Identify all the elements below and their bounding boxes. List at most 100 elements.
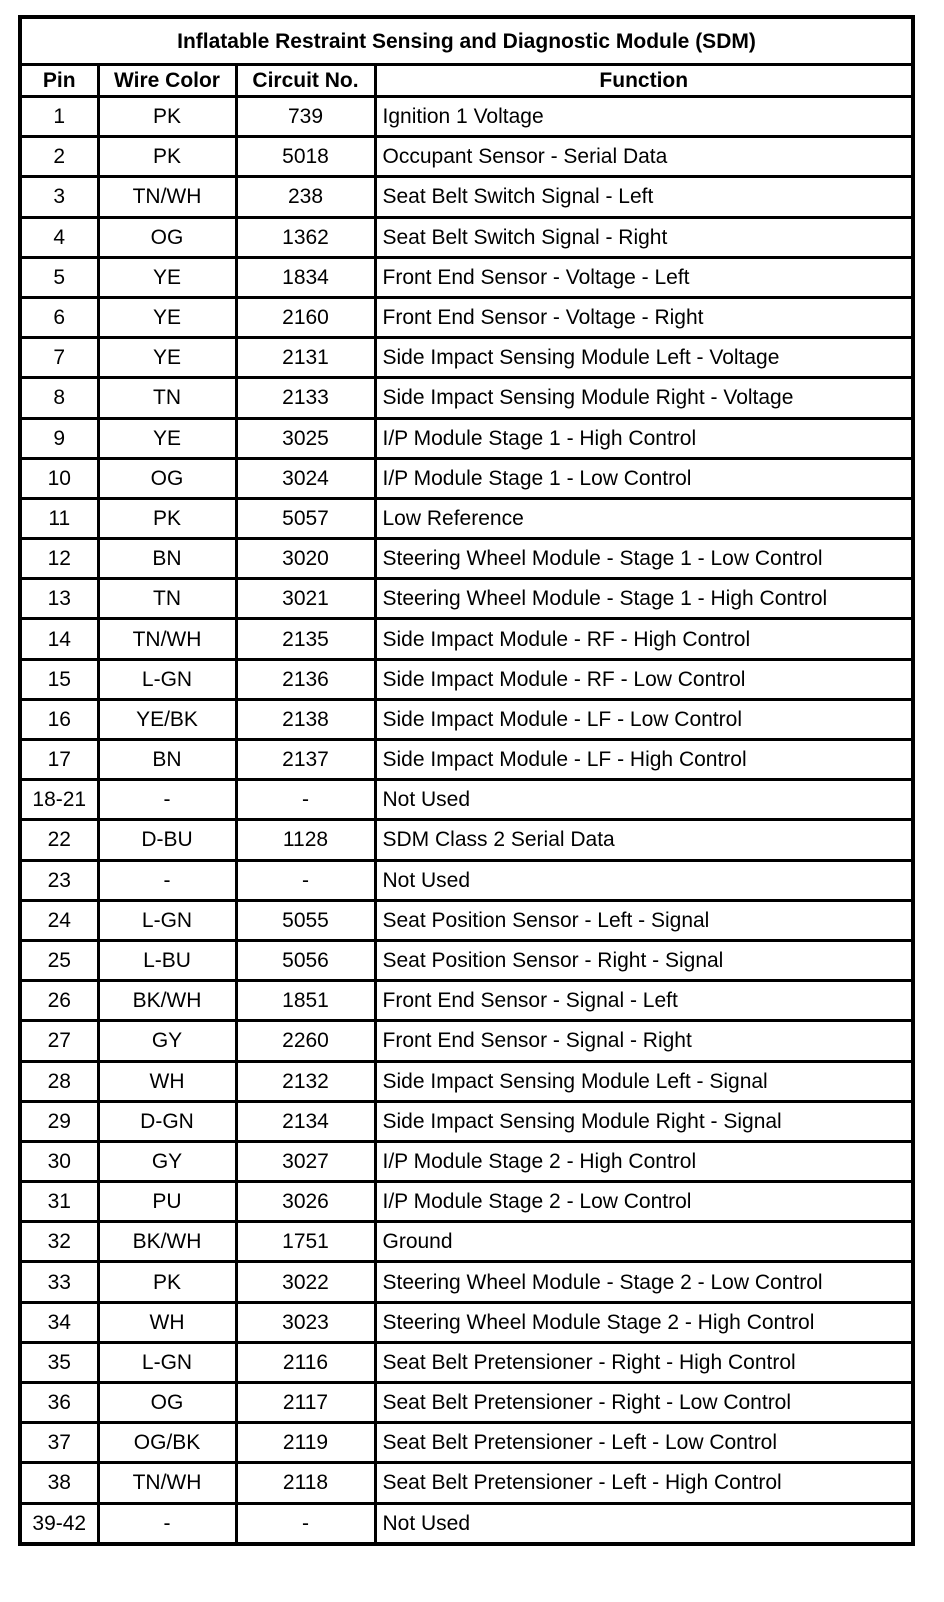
circuit-no-cell: 2118 [234,1461,377,1505]
function-cell: Side Impact Sensing Module Left - Voltag… [373,336,915,380]
function-cell: Seat Position Sensor - Right - Signal [373,938,915,983]
wire-color-cell: L-GN [96,1340,238,1385]
wire-color-cell: WH [96,1300,238,1344]
function-cell: Seat Belt Pretensioner - Right - Low Con… [373,1380,915,1425]
pin-cell: 14 [18,617,100,661]
table-row: 29 D-GN 2134 Side Impact Sensing Module Rig… [18,1099,915,1143]
table-row: 9 YE 3025 I/P Module Stage 1 - High Control [18,416,915,460]
pin-cell: 2 [18,135,100,179]
table-row: 4 OG 1362 Seat Belt Switch Signal - Right [18,215,915,259]
function-cell: Occupant Sensor - Serial Data [373,135,915,179]
table-row: 22 D-BU 1128 SDM Class 2 Serial Data [18,818,915,862]
wire-color-cell: PK [96,1260,238,1304]
table-row: 32 BK/WH 1751 Ground [18,1220,915,1264]
function-cell: Ignition 1 Voltage [373,94,915,139]
table-row: 16 YE/BK 2138 Side Impact Module - LF - Low… [18,697,915,742]
table-row: 6 YE 2160 Front End Sensor - Voltage - Righ… [18,295,915,340]
table-row: 17 BN 2137 Side Impact Module - LF - High C… [18,737,915,782]
wire-color-cell: BN [96,537,238,581]
pin-cell: 3 [18,175,100,219]
wire-color-cell: L-BU [96,938,238,983]
table-row: 33 PK 3022 Steering Wheel Module - Stage 2 … [18,1260,915,1304]
circuit-no-cell: 1834 [234,255,377,299]
function-cell: Front End Sensor - Voltage - Right [373,295,915,340]
wire-color-cell: BK/WH [96,1220,238,1264]
function-cell: I/P Module Stage 1 - High Control [373,416,915,460]
table-row: 18-21- - Not Used [18,778,915,822]
pin-cell: 1 [18,94,100,139]
circuit-no-cell: 3022 [234,1260,377,1304]
table-row: 37 OG/BK 2119 Seat Belt Pretensioner - Left… [18,1421,915,1465]
pin-cell: 11 [18,496,100,541]
wire-color-cell: TN [96,577,238,621]
table-row: 36 OG 2117 Seat Belt Pretensioner - Right -… [18,1380,915,1425]
circuit-no-cell: 5056 [234,938,377,983]
circuit-no-cell: 2117 [234,1380,377,1425]
pin-cell: 27 [18,1019,100,1063]
pin-cell: 7 [18,336,100,380]
pin-cell: 34 [18,1300,100,1344]
pin-cell: 39-42 [18,1501,100,1546]
pin-cell: 8 [18,376,100,420]
pin-cell: 36 [18,1380,100,1425]
wire-color-cell: TN/WH [96,175,238,219]
function-cell: Not Used [373,1501,915,1546]
wire-color-cell: OG [96,215,238,259]
wire-color-cell: L-GN [96,657,238,701]
function-cell: Ground [373,1220,915,1264]
function-cell: Side Impact Sensing Module Left - Signal [373,1059,915,1103]
pin-cell: 16 [18,697,100,742]
wire-color-cell: PK [96,496,238,541]
circuit-no-cell: 2133 [234,376,377,420]
function-cell: Side Impact Module - LF - Low Control [373,697,915,742]
wire-color-cell: WH [96,1059,238,1103]
function-cell: Seat Position Sensor - Left - Signal [373,898,915,942]
pin-cell: 15 [18,657,100,701]
pin-cell: 18-21 [18,778,100,822]
circuit-no-cell: 2260 [234,1019,377,1063]
wire-color-cell: PK [96,135,238,179]
function-cell: Steering Wheel Module - Stage 1 - Low Co… [373,537,915,581]
pin-cell: 13 [18,577,100,621]
wire-color-cell: YE [96,255,238,299]
function-cell: Seat Belt Pretensioner - Left - High Con… [373,1461,915,1505]
pin-cell: 33 [18,1260,100,1304]
table-row: 38 TN/WH 2118 Seat Belt Pretensioner - Left… [18,1461,915,1505]
pin-cell: 17 [18,737,100,782]
table-row: 12 BN 3020 Steering Wheel Module - Stage 1 … [18,537,915,581]
function-cell: Side Impact Module - LF - High Control [373,737,915,782]
pin-cell: 23 [18,858,100,902]
wire-color-cell: BN [96,737,238,782]
circuit-no-cell: 2134 [234,1099,377,1143]
circuit-no-cell: 3020 [234,537,377,581]
pin-cell: 31 [18,1180,100,1224]
pin-cell: 5 [18,255,100,299]
table-row: 8 TN 2133 Side Impact Sensing Module Right … [18,376,915,420]
circuit-no-cell: 3023 [234,1300,377,1344]
pin-cell: 26 [18,979,100,1023]
wire-color-cell: D-BU [96,818,238,862]
circuit-no-cell: 5057 [234,496,377,541]
circuit-no-cell: 2132 [234,1059,377,1103]
wire-color-cell: YE [96,416,238,460]
function-cell: Side Impact Sensing Module Right - Volta… [373,376,915,420]
wire-color-cell: TN/WH [96,617,238,661]
header-circuit-no: Circuit No. [234,63,377,98]
table-row: 28 WH 2132 Side Impact Sensing Module Left … [18,1059,915,1103]
table-row: 25 L-BU 5056 Seat Position Sensor - Right -… [18,938,915,983]
circuit-no-cell: 5055 [234,898,377,942]
circuit-no-cell: 238 [234,175,377,219]
table-row: 24 L-GN 5055 Seat Position Sensor - Left - … [18,898,915,942]
pin-cell: 38 [18,1461,100,1505]
function-cell: Not Used [373,778,915,822]
wire-color-cell: OG [96,456,238,500]
header-wire-color: Wire Color [96,63,238,98]
table-row: 3 TN/WH 238 Seat Belt Switch Signal - Left [18,175,915,219]
wire-color-cell: YE [96,295,238,340]
wire-color-cell: - [96,858,238,902]
table-row: 31 PU 3026 I/P Module Stage 2 - Low Control [18,1180,915,1224]
function-cell: Seat Belt Pretensioner - Left - Low Cont… [373,1421,915,1465]
table-row: 34 WH 3023 Steering Wheel Module Stage 2 - … [18,1300,915,1344]
pin-cell: 30 [18,1139,100,1184]
table-row: 23- - Not Used [18,858,915,902]
